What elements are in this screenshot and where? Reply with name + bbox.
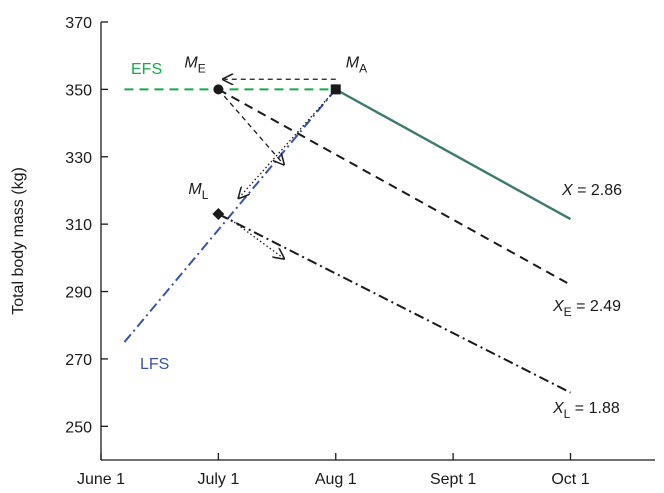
y-tick-label: 290 [65, 285, 92, 302]
x-tick-label: Oct 1 [551, 471, 589, 488]
x-main-var: X [561, 182, 574, 199]
x-tick-label: Aug 1 [315, 471, 357, 488]
point-label-var: M [188, 181, 202, 198]
point-label-sub: L [202, 188, 209, 202]
point-marker-circle [213, 84, 224, 95]
series-line-3 [217, 88, 571, 286]
x-main-value: = 2.86 [573, 182, 622, 199]
x-tick-label: Sept 1 [430, 471, 476, 488]
series-line-1 [123, 88, 337, 343]
x-e-var: X [552, 298, 565, 315]
x-l-value: = 1.88 [570, 400, 619, 417]
axes [100, 22, 655, 461]
y-tick-label: 250 [65, 419, 92, 436]
point-label-e: ME [184, 54, 205, 75]
arrow-layer [223, 79, 337, 258]
point-label-l: ML [188, 181, 208, 202]
x-e-label: XE = 2.49 [552, 298, 621, 319]
point-marker-diamond [212, 208, 225, 221]
point-label-sub: E [198, 61, 206, 75]
series-line-4 [217, 213, 571, 394]
arrow-3 [227, 216, 283, 257]
point-label-var: M [184, 54, 198, 71]
series-line-2 [335, 88, 572, 221]
y-tick-label: 310 [65, 217, 92, 234]
point-marker-square [330, 84, 341, 95]
arrow-1 [223, 95, 283, 163]
x-tick-label: July 1 [197, 471, 239, 488]
x-ticks: June 1 July 1 Aug 1 Sept 1 Oct 1 [77, 453, 590, 488]
x-e-sub: E [564, 305, 572, 319]
series-layer [123, 88, 572, 394]
x-l-sub: L [564, 407, 571, 421]
y-axis-title: Total body mass (kg) [10, 167, 27, 315]
x-main-label: X = 2.86 [561, 182, 622, 199]
point-label-a: MA [346, 54, 367, 75]
x-e-value: = 2.49 [572, 298, 621, 315]
point-label-sub: A [359, 61, 367, 75]
x-tick-label: June 1 [77, 471, 125, 488]
y-ticks: 250 270 290 310 330 350 370 [65, 15, 108, 436]
arrow-2 [240, 88, 337, 197]
y-tick-label: 350 [65, 82, 92, 99]
point-label-var: M [346, 54, 360, 71]
lfs-label: LFS [140, 356, 169, 373]
y-tick-label: 330 [65, 150, 92, 167]
efs-label: EFS [131, 61, 162, 78]
x-l-var: X [552, 400, 565, 417]
y-tick-label: 370 [65, 15, 92, 32]
x-l-label: XL = 1.88 [552, 400, 620, 421]
y-tick-label: 270 [65, 352, 92, 369]
